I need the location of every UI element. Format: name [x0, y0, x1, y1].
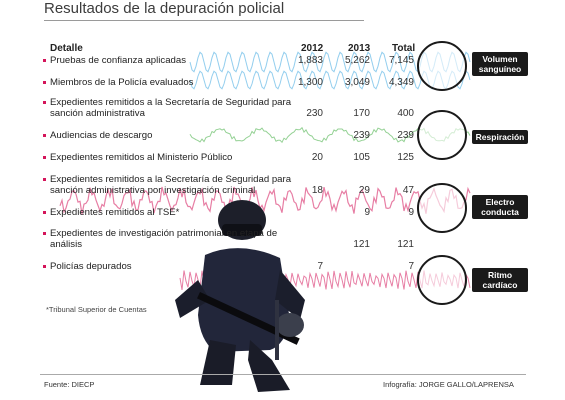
cell-y2012: 230 [306, 108, 323, 119]
row-label: Expedientes remitidos al TSE* [50, 207, 180, 218]
row-bullet [43, 81, 46, 84]
cell-y2013: 121 [353, 239, 370, 250]
gauge-circle [417, 255, 467, 305]
row-bullet [43, 59, 46, 62]
column-header-total: Total [392, 43, 416, 54]
source-text: Fuente: DIECP [44, 380, 95, 389]
column-header-detalle: Detalle [50, 43, 83, 54]
tag-respiracion: Respiración [472, 130, 528, 144]
row-bullet [43, 134, 46, 137]
cell-y2012: 1,300 [297, 77, 323, 88]
cell-total: 121 [397, 239, 414, 250]
title-divider [44, 20, 364, 21]
column-header-2012: 2012 [301, 43, 324, 54]
electro-wave [59, 186, 471, 215]
cell-total: 125 [397, 152, 414, 163]
row-label: Expedientes remitidos al Ministerio Públ… [50, 152, 233, 163]
row-bullet [43, 101, 46, 104]
row-label: Miembros de la Policía evaluados [50, 77, 194, 88]
row-bullet [43, 178, 46, 181]
cell-y2013: 29 [358, 185, 370, 196]
cell-y2013: 105 [353, 152, 370, 163]
cell-y2012: 1,883 [297, 55, 323, 66]
cell-y2013: 3,049 [344, 77, 370, 88]
tag-electro: Electro conducta [472, 195, 528, 219]
cell-total: 7 [408, 261, 414, 272]
cell-y2012: 20 [311, 152, 323, 163]
cell-y2012: 18 [311, 185, 323, 196]
cell-total: 400 [397, 108, 414, 119]
row-bullet [43, 211, 46, 214]
row-bullet [43, 265, 46, 268]
cell-y2013: 239 [353, 130, 370, 141]
polygraph-circles [417, 41, 467, 305]
footnote: *Tribunal Superior de Cuentas [46, 305, 147, 314]
cell-y2013: 5,262 [344, 55, 370, 66]
police-officer-figure [175, 200, 305, 392]
row-label: Pruebas de confianza aplicadas [50, 55, 187, 66]
footer-divider [40, 374, 526, 375]
cell-total: 9 [408, 207, 414, 218]
row-label: Expedientes de investigación patrimonial… [50, 228, 278, 250]
row-label: Audiencias de descargo [50, 130, 153, 141]
cell-total: 47 [402, 185, 414, 196]
tag-volumen: Volumen sanguíneo [472, 52, 528, 76]
gauge-circle [417, 110, 467, 160]
credit-text: Infografía: JORGE GALLO/LAPRENSA [383, 380, 514, 389]
cell-y2013: 9 [364, 207, 370, 218]
cell-y2013: 170 [353, 108, 370, 119]
gauge-circle [417, 41, 467, 91]
cell-total: 7,145 [388, 55, 414, 66]
row-label: Expedientes remitidos a la Secretaría de… [50, 97, 292, 119]
column-header-2013: 2013 [348, 43, 371, 54]
tag-ritmo: Ritmo cardíaco [472, 268, 528, 292]
row-bullet [43, 232, 46, 235]
row-label: Policías depurados [50, 261, 132, 272]
cell-total: 4,349 [388, 77, 414, 88]
page-title: Resultados de la depuración policial [44, 0, 285, 17]
gauge-circle [417, 183, 467, 233]
row-bullet [43, 156, 46, 159]
row-label: Expedientes remitidos a la Secretaría de… [50, 174, 292, 196]
cell-total: 239 [397, 130, 414, 141]
cell-y2012: 7 [317, 261, 323, 272]
